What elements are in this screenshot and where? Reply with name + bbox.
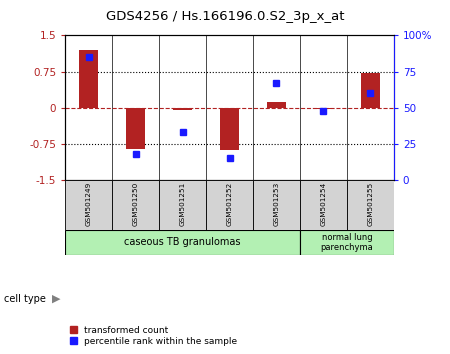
- Text: ▶: ▶: [52, 294, 60, 304]
- Bar: [300, 230, 394, 255]
- Text: cell type: cell type: [4, 294, 46, 304]
- Text: GSM501250: GSM501250: [133, 182, 139, 226]
- Bar: [159, 180, 206, 230]
- Bar: [300, 180, 347, 230]
- Text: GSM501254: GSM501254: [320, 182, 326, 226]
- Bar: [112, 180, 159, 230]
- Bar: [206, 180, 253, 230]
- Bar: [173, 108, 192, 110]
- Bar: [126, 108, 145, 149]
- Bar: [65, 180, 112, 230]
- Text: GSM501253: GSM501253: [274, 182, 279, 226]
- Text: GSM501249: GSM501249: [86, 182, 92, 226]
- Bar: [79, 50, 98, 108]
- Bar: [347, 180, 394, 230]
- Text: normal lung
parenchyma: normal lung parenchyma: [320, 233, 373, 252]
- Bar: [65, 230, 300, 255]
- Text: GSM501252: GSM501252: [226, 182, 233, 226]
- Text: GSM501255: GSM501255: [367, 182, 374, 226]
- Bar: [267, 102, 286, 108]
- Text: GSM501251: GSM501251: [180, 182, 185, 226]
- Text: GDS4256 / Hs.166196.0.S2_3p_x_at: GDS4256 / Hs.166196.0.S2_3p_x_at: [106, 10, 344, 23]
- Bar: [253, 180, 300, 230]
- Bar: [220, 108, 239, 150]
- Text: caseous TB granulomas: caseous TB granulomas: [124, 238, 241, 247]
- Bar: [361, 73, 380, 108]
- Legend: transformed count, percentile rank within the sample: transformed count, percentile rank withi…: [70, 326, 237, 346]
- Bar: [314, 108, 333, 109]
